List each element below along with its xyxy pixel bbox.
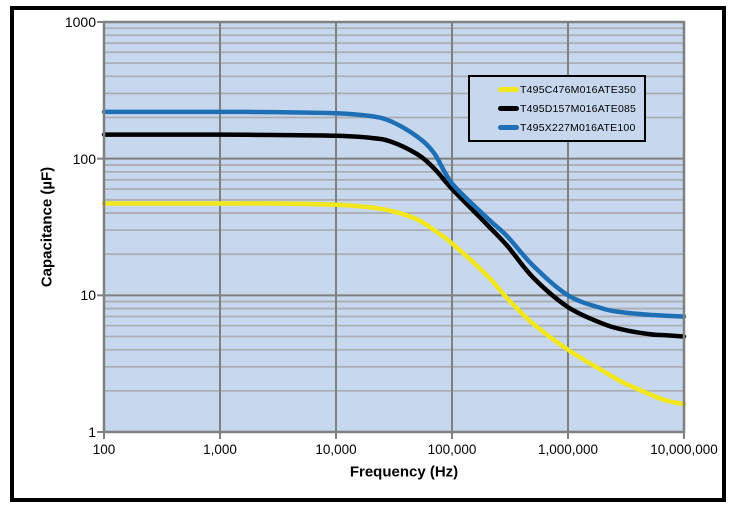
legend-item: T495X227M016ATE100: [498, 122, 644, 134]
legend-item: T495D157M016ATE085: [498, 103, 644, 115]
series-swatch-black: [498, 106, 519, 111]
legend: T495C476M016ATE350 T495D157M016ATE085 T4…: [468, 75, 646, 142]
y-tick-label: 10: [80, 287, 96, 304]
x-tick-label: 10,000,000: [650, 442, 718, 457]
x-tick-label: 100,000: [427, 442, 477, 457]
x-tick-label: 10,000: [315, 442, 357, 457]
legend-item: T495C476M016ATE350: [498, 84, 644, 96]
x-tick-label: 1,000,000: [537, 442, 599, 457]
legend-label: T495D157M016ATE085: [520, 102, 637, 115]
series-swatch-yellow: [498, 87, 519, 92]
series-swatch-blue: [498, 125, 519, 130]
legend-label: T495X227M016ATE100: [520, 121, 636, 134]
y-tick-label: 100: [72, 150, 96, 167]
x-tick-label: 1,000: [203, 442, 237, 457]
x-axis-title: Frequency (Hz): [349, 463, 459, 481]
y-tick-label: 1000: [64, 14, 96, 30]
y-tick-label: 1: [88, 424, 96, 440]
y-axis-title: Capacitance (µF): [38, 166, 56, 288]
legend-label: T495C476M016ATE350: [520, 83, 637, 96]
x-tick-label: 100: [92, 442, 116, 457]
